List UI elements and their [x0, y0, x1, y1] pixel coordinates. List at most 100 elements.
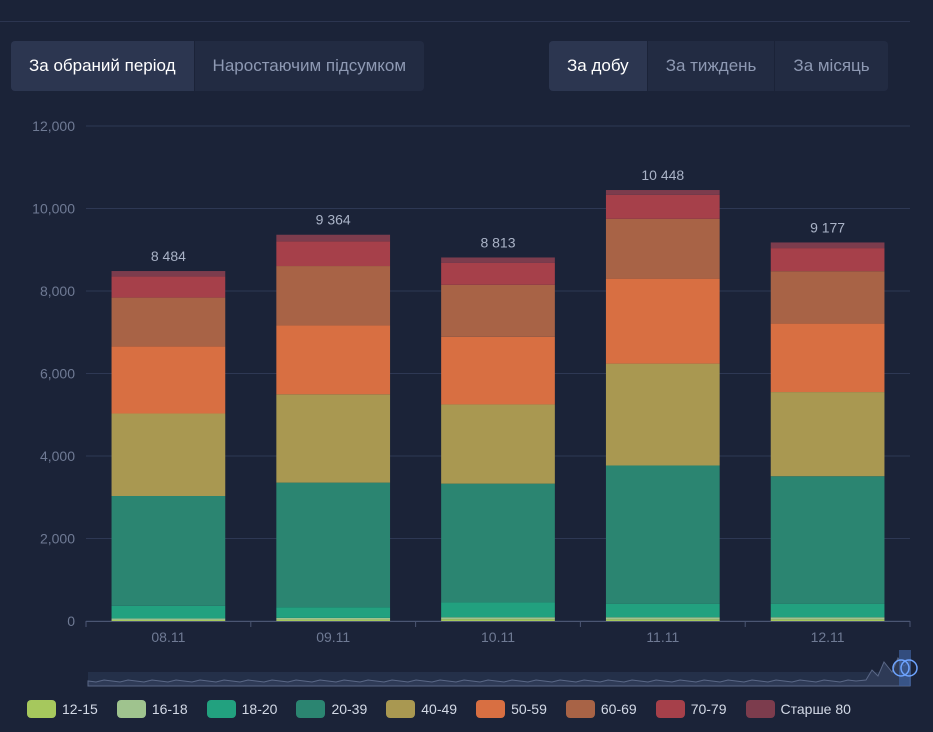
- y-tick-label: 0: [67, 613, 75, 629]
- bar-segment: [605, 603, 720, 618]
- x-tick-label: 12.11: [811, 629, 845, 645]
- bar-segment: [276, 266, 391, 326]
- y-tick-label: 4,000: [40, 448, 75, 464]
- bar-segment: [441, 284, 555, 337]
- legend-label: 60-69: [600, 701, 637, 717]
- bar-total-label: 8 813: [480, 234, 515, 250]
- tab-week[interactable]: За тиждень: [646, 41, 775, 91]
- bar-segment: [276, 619, 391, 621]
- bar-segment: [276, 482, 391, 608]
- period-mode-tabs: За обраний період Наростаючим підсумком: [11, 41, 425, 91]
- legend-item-40-49[interactable]: 40-49: [386, 700, 457, 718]
- legend-label: 16-18: [151, 701, 188, 717]
- zoom-handle-right[interactable]: [900, 659, 918, 677]
- legend-swatch: [386, 700, 416, 718]
- bar-segment: [770, 617, 885, 620]
- bar-segment: [276, 241, 391, 267]
- legend-swatch: [655, 700, 685, 718]
- bar-segment: [605, 617, 720, 620]
- bar-segment: [111, 346, 226, 414]
- x-tick-label: 10.11: [481, 629, 515, 645]
- y-tick-label: 6,000: [40, 366, 75, 382]
- bar-segment: [605, 278, 720, 364]
- legend-label: 20-39: [331, 701, 368, 717]
- bar-segment: [276, 234, 391, 242]
- legend-label: 18-20: [241, 701, 278, 717]
- legend-item-70-79[interactable]: 70-79: [655, 700, 727, 718]
- bar-segment: [276, 617, 391, 620]
- y-tick-label: 2,000: [40, 531, 75, 547]
- legend-swatch: [296, 700, 326, 718]
- bar-segment: [111, 413, 226, 497]
- bar-segment: [111, 271, 226, 277]
- chart-legend: 12-15 16-18 18-20 20-39 40-49 50-59 60-6…: [27, 700, 870, 718]
- bar-segment: [770, 323, 885, 393]
- legend-swatch: [745, 700, 775, 718]
- legend-item-60-69[interactable]: 60-69: [565, 700, 637, 718]
- legend-item-80-plus[interactable]: Старше 80: [745, 700, 851, 718]
- legend-swatch: [27, 700, 56, 718]
- y-tick-label: 10,000: [32, 201, 75, 217]
- legend-label: 12-15: [62, 701, 98, 717]
- bar-segment: [441, 617, 555, 620]
- bar-segment: [605, 619, 720, 621]
- tab-month[interactable]: За місяць: [774, 41, 888, 91]
- bar-segment: [111, 276, 226, 298]
- bar-segment: [276, 325, 391, 395]
- bar-segment: [111, 618, 226, 620]
- bar-segment: [441, 602, 555, 618]
- interval-tabs: За добу За тиждень За місяць: [549, 41, 888, 91]
- legend-item-18-20[interactable]: 18-20: [206, 700, 278, 718]
- legend-label: 70-79: [690, 701, 727, 717]
- legend-item-12-15[interactable]: 12-15: [27, 700, 98, 718]
- bar-segment: [441, 262, 555, 285]
- bar-segment: [111, 297, 226, 347]
- legend-item-16-18[interactable]: 16-18: [116, 700, 188, 718]
- bar-segment: [441, 404, 555, 484]
- x-tick-label: 09.11: [316, 629, 350, 645]
- bar-segment: [770, 242, 885, 249]
- bar-segment: [770, 603, 885, 618]
- bar-total-label: 9 177: [810, 219, 845, 235]
- legend-swatch: [206, 700, 236, 718]
- bar-segment: [605, 363, 720, 466]
- tab-selected-period[interactable]: За обраний період: [11, 41, 194, 91]
- bar-total-label: 10 448: [641, 167, 684, 183]
- legend-item-50-59[interactable]: 50-59: [476, 700, 547, 718]
- tab-day[interactable]: За добу: [549, 41, 647, 91]
- bar-segment: [770, 619, 885, 621]
- bar-segment: [441, 257, 555, 263]
- zoom-handle-left[interactable]: [892, 659, 910, 677]
- bar-segment: [770, 271, 885, 324]
- tab-cumulative[interactable]: Наростаючим підсумком: [193, 41, 425, 91]
- bar-segment: [770, 248, 885, 272]
- bar-segment: [111, 605, 226, 619]
- bar-segment: [770, 476, 885, 604]
- legend-swatch: [476, 700, 506, 718]
- y-tick-label: 8,000: [40, 283, 75, 299]
- bar-segment: [770, 392, 885, 477]
- legend-label: 50-59: [511, 701, 547, 717]
- bar-segment: [111, 619, 226, 621]
- y-tick-label: 12,000: [32, 118, 75, 134]
- bar-segment: [605, 190, 720, 195]
- bar-segment: [441, 619, 555, 621]
- legend-label: 40-49: [421, 701, 458, 717]
- legend-swatch: [116, 700, 146, 718]
- zoom-slider-selection: [899, 650, 911, 686]
- bar-segment: [605, 465, 720, 604]
- x-tick-label: 11.11: [646, 629, 679, 645]
- bar-segment: [605, 194, 720, 219]
- x-tick-label: 08.11: [151, 629, 185, 645]
- bar-segment: [441, 483, 555, 603]
- bar-segment: [276, 394, 391, 483]
- bar-segment: [111, 496, 226, 606]
- bar-total-label: 8 484: [151, 248, 186, 264]
- legend-swatch: [565, 700, 595, 718]
- bar-segment: [276, 607, 391, 618]
- stacked-bar-chart: 0 2,000 4,000 6,000 8,000 10,000 12,000 8 484 08…: [32, 118, 918, 687]
- legend-label: Старше 80: [780, 701, 851, 717]
- bar-segment: [441, 336, 555, 405]
- legend-item-20-39[interactable]: 20-39: [296, 700, 367, 718]
- bar-segment: [605, 218, 720, 279]
